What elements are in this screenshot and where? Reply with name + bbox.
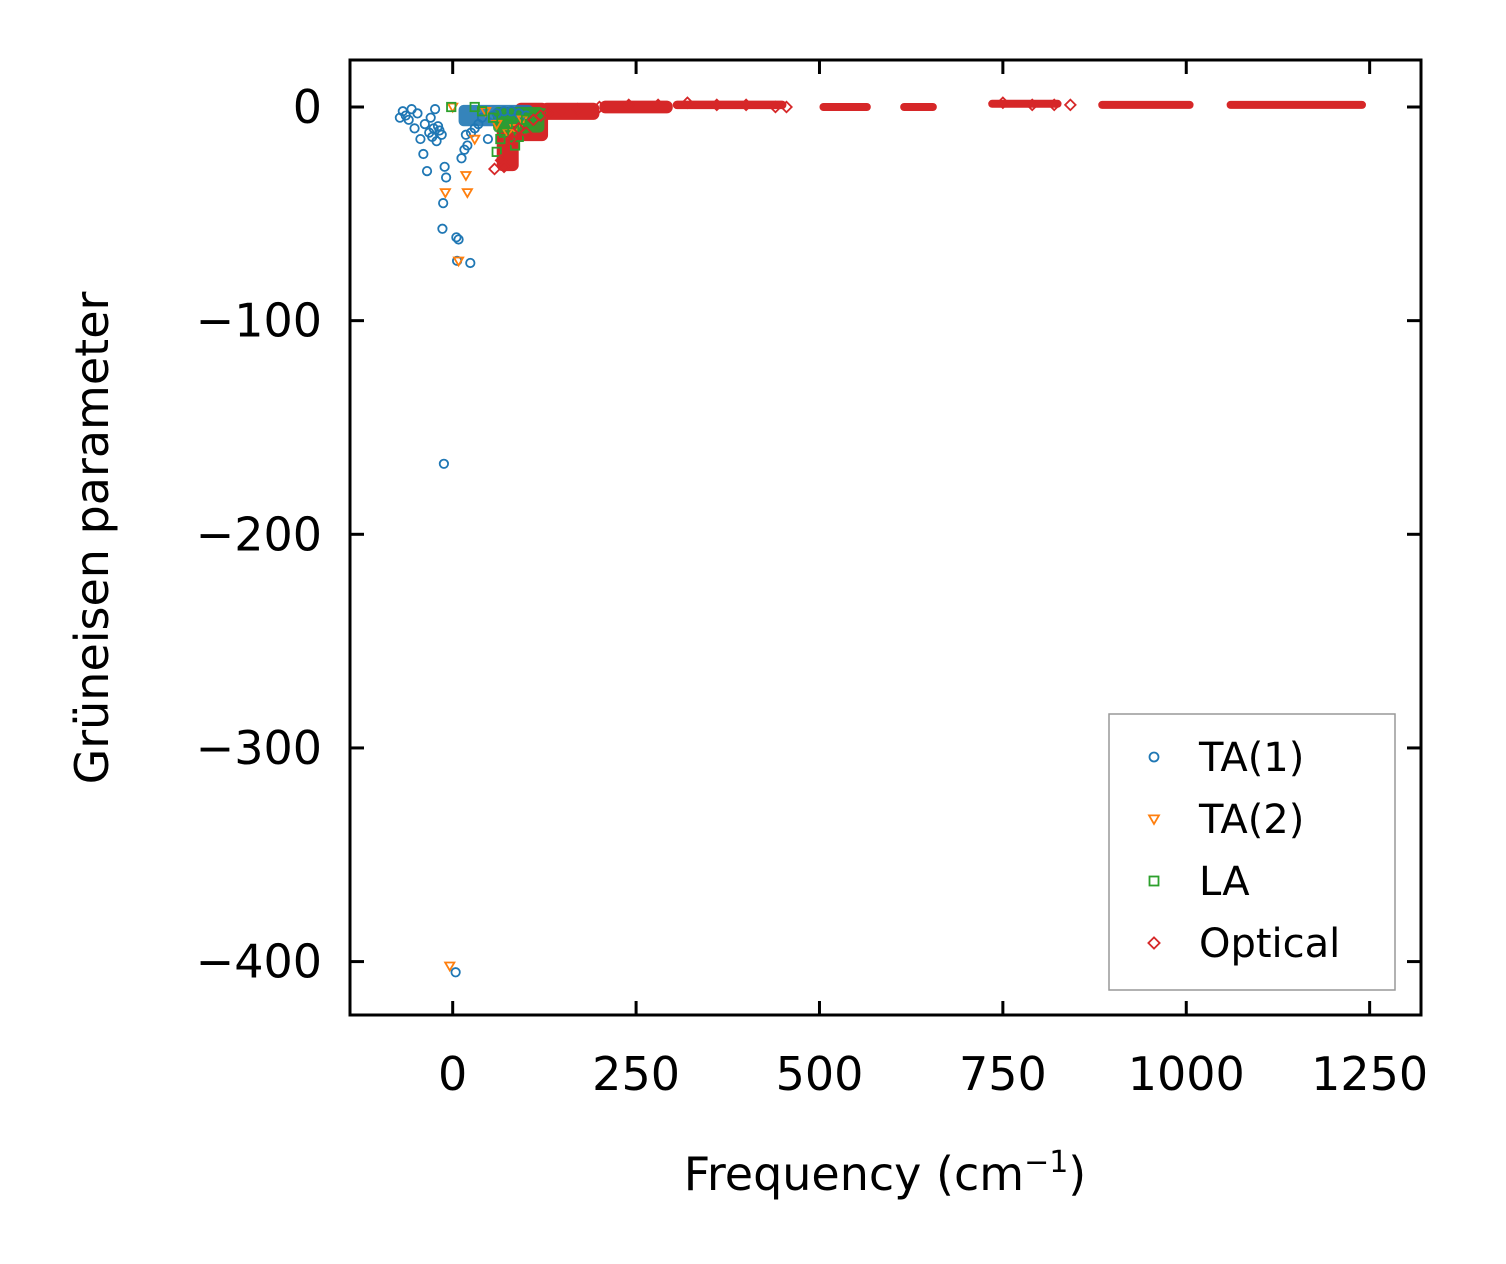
point-ta-1- [421, 165, 433, 177]
x-tick-label: 750 [959, 1047, 1047, 1101]
scatter-points [394, 96, 1077, 978]
point-optical [541, 106, 555, 120]
x-axis-label-end: ) [1068, 1147, 1086, 1201]
point-optical [768, 100, 782, 114]
plot-area-frame [348, 58, 1423, 1017]
point-ta-1- [498, 106, 510, 117]
point-optical [519, 126, 533, 140]
optical-dense-bands [496, 99, 1366, 172]
point-ta-2- [443, 961, 456, 973]
optical-band [1098, 100, 1194, 109]
point-ta-1- [425, 112, 436, 123]
point-optical [497, 160, 511, 174]
point-ta-1- [482, 133, 494, 145]
legend-label-ta-1-: TA(1) [1198, 735, 1304, 781]
legend-marker-ta-1- [1148, 751, 1160, 763]
point-optical [680, 96, 694, 110]
legend-marker-la [1148, 875, 1160, 887]
point-la [502, 118, 513, 130]
legend-label-optical: Optical [1199, 921, 1340, 967]
point-ta-1- [439, 161, 450, 172]
point-optical [1025, 98, 1039, 112]
legend-label-la: LA [1199, 859, 1250, 905]
point-la [487, 112, 499, 123]
x-tick-label: 1250 [1311, 1047, 1428, 1101]
point-ta-1- [462, 140, 473, 151]
y-axis-label: Grüneisen parameter [65, 291, 119, 784]
point-ta-1- [429, 104, 441, 115]
x-tick-label: 1000 [1128, 1047, 1245, 1101]
point-ta-1- [409, 123, 420, 134]
point-la [476, 106, 488, 117]
point-ta-1- [403, 114, 414, 125]
legend: TA(1) TA(2) LA Optical [1108, 713, 1396, 991]
x-axis-label-superscript: −1 [1024, 1145, 1068, 1180]
point-ta-2- [461, 188, 474, 199]
optical-band [1226, 100, 1366, 109]
point-ta-1- [412, 108, 423, 119]
legend-marker-ta-2- [1147, 814, 1161, 826]
point-ta-1- [436, 129, 447, 140]
point-ta-1- [406, 104, 417, 115]
point-ta-1- [437, 223, 448, 234]
optical-band [672, 100, 787, 110]
point-ta-1- [438, 198, 449, 209]
point-ta-2- [468, 134, 481, 146]
x-tick-label: 500 [776, 1047, 864, 1101]
point-optical [710, 98, 724, 112]
point-optical [512, 121, 526, 135]
point-ta-1- [440, 172, 452, 183]
point-optical [779, 100, 793, 114]
point-optical [739, 98, 753, 112]
optical-band [540, 102, 600, 120]
x-tick-label: 250 [592, 1047, 680, 1101]
point-ta-2- [452, 256, 465, 268]
point-ta-1- [456, 153, 467, 164]
optical-band [900, 103, 937, 112]
point-ta-1- [465, 257, 476, 269]
point-ta-1- [450, 967, 461, 978]
point-optical [622, 98, 636, 112]
point-ta-2- [459, 171, 473, 182]
point-ta-1- [453, 234, 464, 245]
point-ta-1- [438, 458, 449, 469]
point-optical [570, 102, 584, 116]
point-la [491, 146, 502, 157]
point-optical [592, 100, 606, 114]
point-optical [504, 132, 518, 146]
point-ta-1- [418, 148, 429, 160]
y-tick-label: −200 [196, 507, 322, 561]
point-optical [996, 96, 1010, 110]
axis-ticks: 0 250 500 750 1000 1250 0 −100 −200 −300 −400 [196, 60, 1428, 1101]
point-ta-1- [451, 232, 462, 243]
point-ta-1- [419, 118, 430, 130]
y-tick-label: 0 [293, 80, 322, 134]
point-optical [1047, 98, 1061, 112]
point-ta-1- [476, 112, 488, 123]
y-tick-label: −100 [196, 294, 322, 348]
legend-label-ta-2-: TA(2) [1198, 797, 1304, 843]
point-ta-1- [415, 133, 426, 145]
point-optical [651, 98, 665, 112]
point-ta-1- [460, 129, 472, 140]
point-optical [556, 104, 570, 118]
legend-marker-optical [1147, 936, 1161, 950]
point-la [446, 101, 457, 113]
x-axis-label: Frequency (cm−1) [684, 1145, 1087, 1201]
y-tick-label: −300 [196, 721, 322, 775]
point-ta-2- [439, 188, 452, 199]
point-optical [1063, 98, 1077, 112]
point-ta-1- [431, 136, 442, 147]
optical-band [819, 103, 871, 112]
y-tick-label: −400 [196, 935, 322, 989]
x-tick-label: 0 [438, 1047, 467, 1101]
